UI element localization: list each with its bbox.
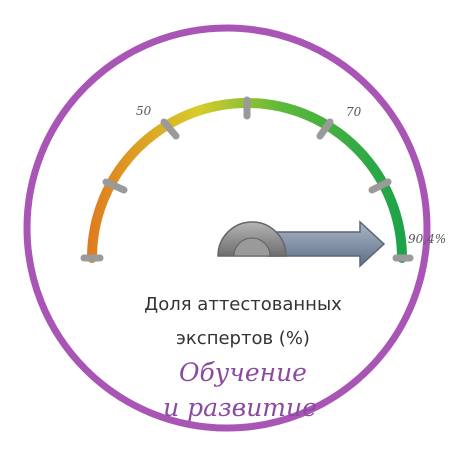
subtitle-line-1: Обучение <box>179 358 307 387</box>
caption-line-2: экспертов (%) <box>176 328 310 349</box>
tick-mark <box>102 178 128 194</box>
gauge-ticks <box>80 96 414 262</box>
tick-label-value: 90,4% <box>408 232 446 246</box>
needle-hub-inner <box>233 237 271 257</box>
tick-mark <box>368 178 392 194</box>
tick-mark <box>316 118 334 140</box>
tick-label-70: 70 <box>346 105 362 119</box>
caption-line-1: Доля аттестованных <box>144 294 342 315</box>
tick-label-50: 50 <box>136 104 152 118</box>
subtitle-line-2: и развитие <box>163 393 317 422</box>
tick-mark <box>160 118 180 140</box>
